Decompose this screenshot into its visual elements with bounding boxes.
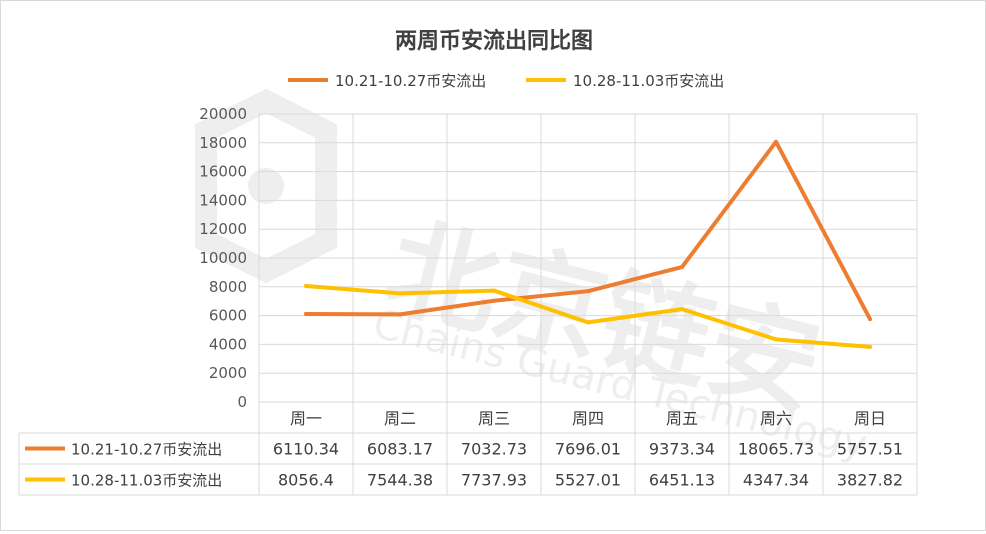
y-axis: 0 2000 4000 6000 8000 10000 12000 14000 16000 180… (199, 105, 247, 411)
table-cell-value: 9373.34 (649, 440, 715, 459)
x-category-label: 周一 (290, 409, 322, 428)
data-point (774, 139, 778, 144)
table-cell-value: 18065.73 (738, 440, 814, 459)
data-point (398, 312, 402, 317)
table-cell-value: 5757.51 (837, 440, 903, 459)
table-series-label: 10.21-10.27币安流出 (71, 441, 222, 459)
table-cell-value: 3827.82 (837, 471, 903, 490)
table-cell-value: 7696.01 (555, 440, 621, 459)
table-cell-value: 4347.34 (743, 471, 809, 490)
table-cell-value: 6083.17 (367, 440, 433, 459)
table-cell-value: 6451.13 (649, 471, 715, 490)
y-tick-label: 20000 (199, 105, 247, 123)
series-lines (304, 139, 872, 349)
x-category-label: 周二 (384, 409, 416, 428)
y-tick-label: 8000 (209, 278, 247, 296)
y-tick-label: 16000 (199, 163, 247, 181)
y-tick-label: 0 (237, 393, 247, 411)
data-point (868, 317, 872, 322)
data-table: 周一 周二 周三 周四 周五 周六 周日 10.21-10.27币安流出 6110.34 6083… (18, 401, 917, 496)
y-tick-label: 12000 (199, 220, 247, 238)
x-category-label: 周五 (666, 409, 698, 428)
data-point (586, 289, 590, 294)
data-point (680, 307, 684, 312)
table-series-label: 10.28-11.03币安流出 (71, 472, 222, 490)
watermark-logo-dot (248, 168, 284, 204)
y-tick-label: 2000 (209, 364, 247, 382)
data-point (304, 312, 308, 317)
x-category-label: 周四 (572, 409, 604, 428)
y-tick-label: 6000 (209, 307, 247, 325)
data-point (398, 291, 402, 296)
chart-title: 两周币安流出同比图 (395, 28, 593, 54)
data-point (492, 288, 496, 293)
x-category-label: 周六 (760, 409, 792, 428)
legend: 10.21-10.27币安流出 10.28-11.03币安流出 (288, 72, 724, 90)
data-point (586, 320, 590, 325)
data-point (304, 283, 308, 288)
data-point (868, 344, 872, 349)
x-category-label: 周日 (854, 409, 886, 428)
table-cell-value: 6110.34 (273, 440, 339, 459)
table-cell-value: 7544.38 (367, 471, 433, 490)
table-cell-value: 8056.4 (278, 471, 334, 490)
legend-label-series-1: 10.21-10.27币安流出 (335, 72, 486, 90)
watermark-logo (195, 88, 337, 284)
table-cell-value: 5527.01 (555, 471, 621, 490)
table-cell-value: 7737.93 (461, 471, 527, 490)
y-tick-label: 10000 (199, 249, 247, 267)
y-tick-label: 14000 (199, 191, 247, 209)
table-cell-value: 7032.73 (461, 440, 527, 459)
data-point (774, 337, 778, 342)
x-category-label: 周三 (478, 409, 510, 428)
data-point (680, 265, 684, 270)
legend-label-series-2: 10.28-11.03币安流出 (573, 72, 724, 90)
y-tick-label: 4000 (209, 335, 247, 353)
y-tick-label: 18000 (199, 134, 247, 152)
data-point (492, 298, 496, 303)
